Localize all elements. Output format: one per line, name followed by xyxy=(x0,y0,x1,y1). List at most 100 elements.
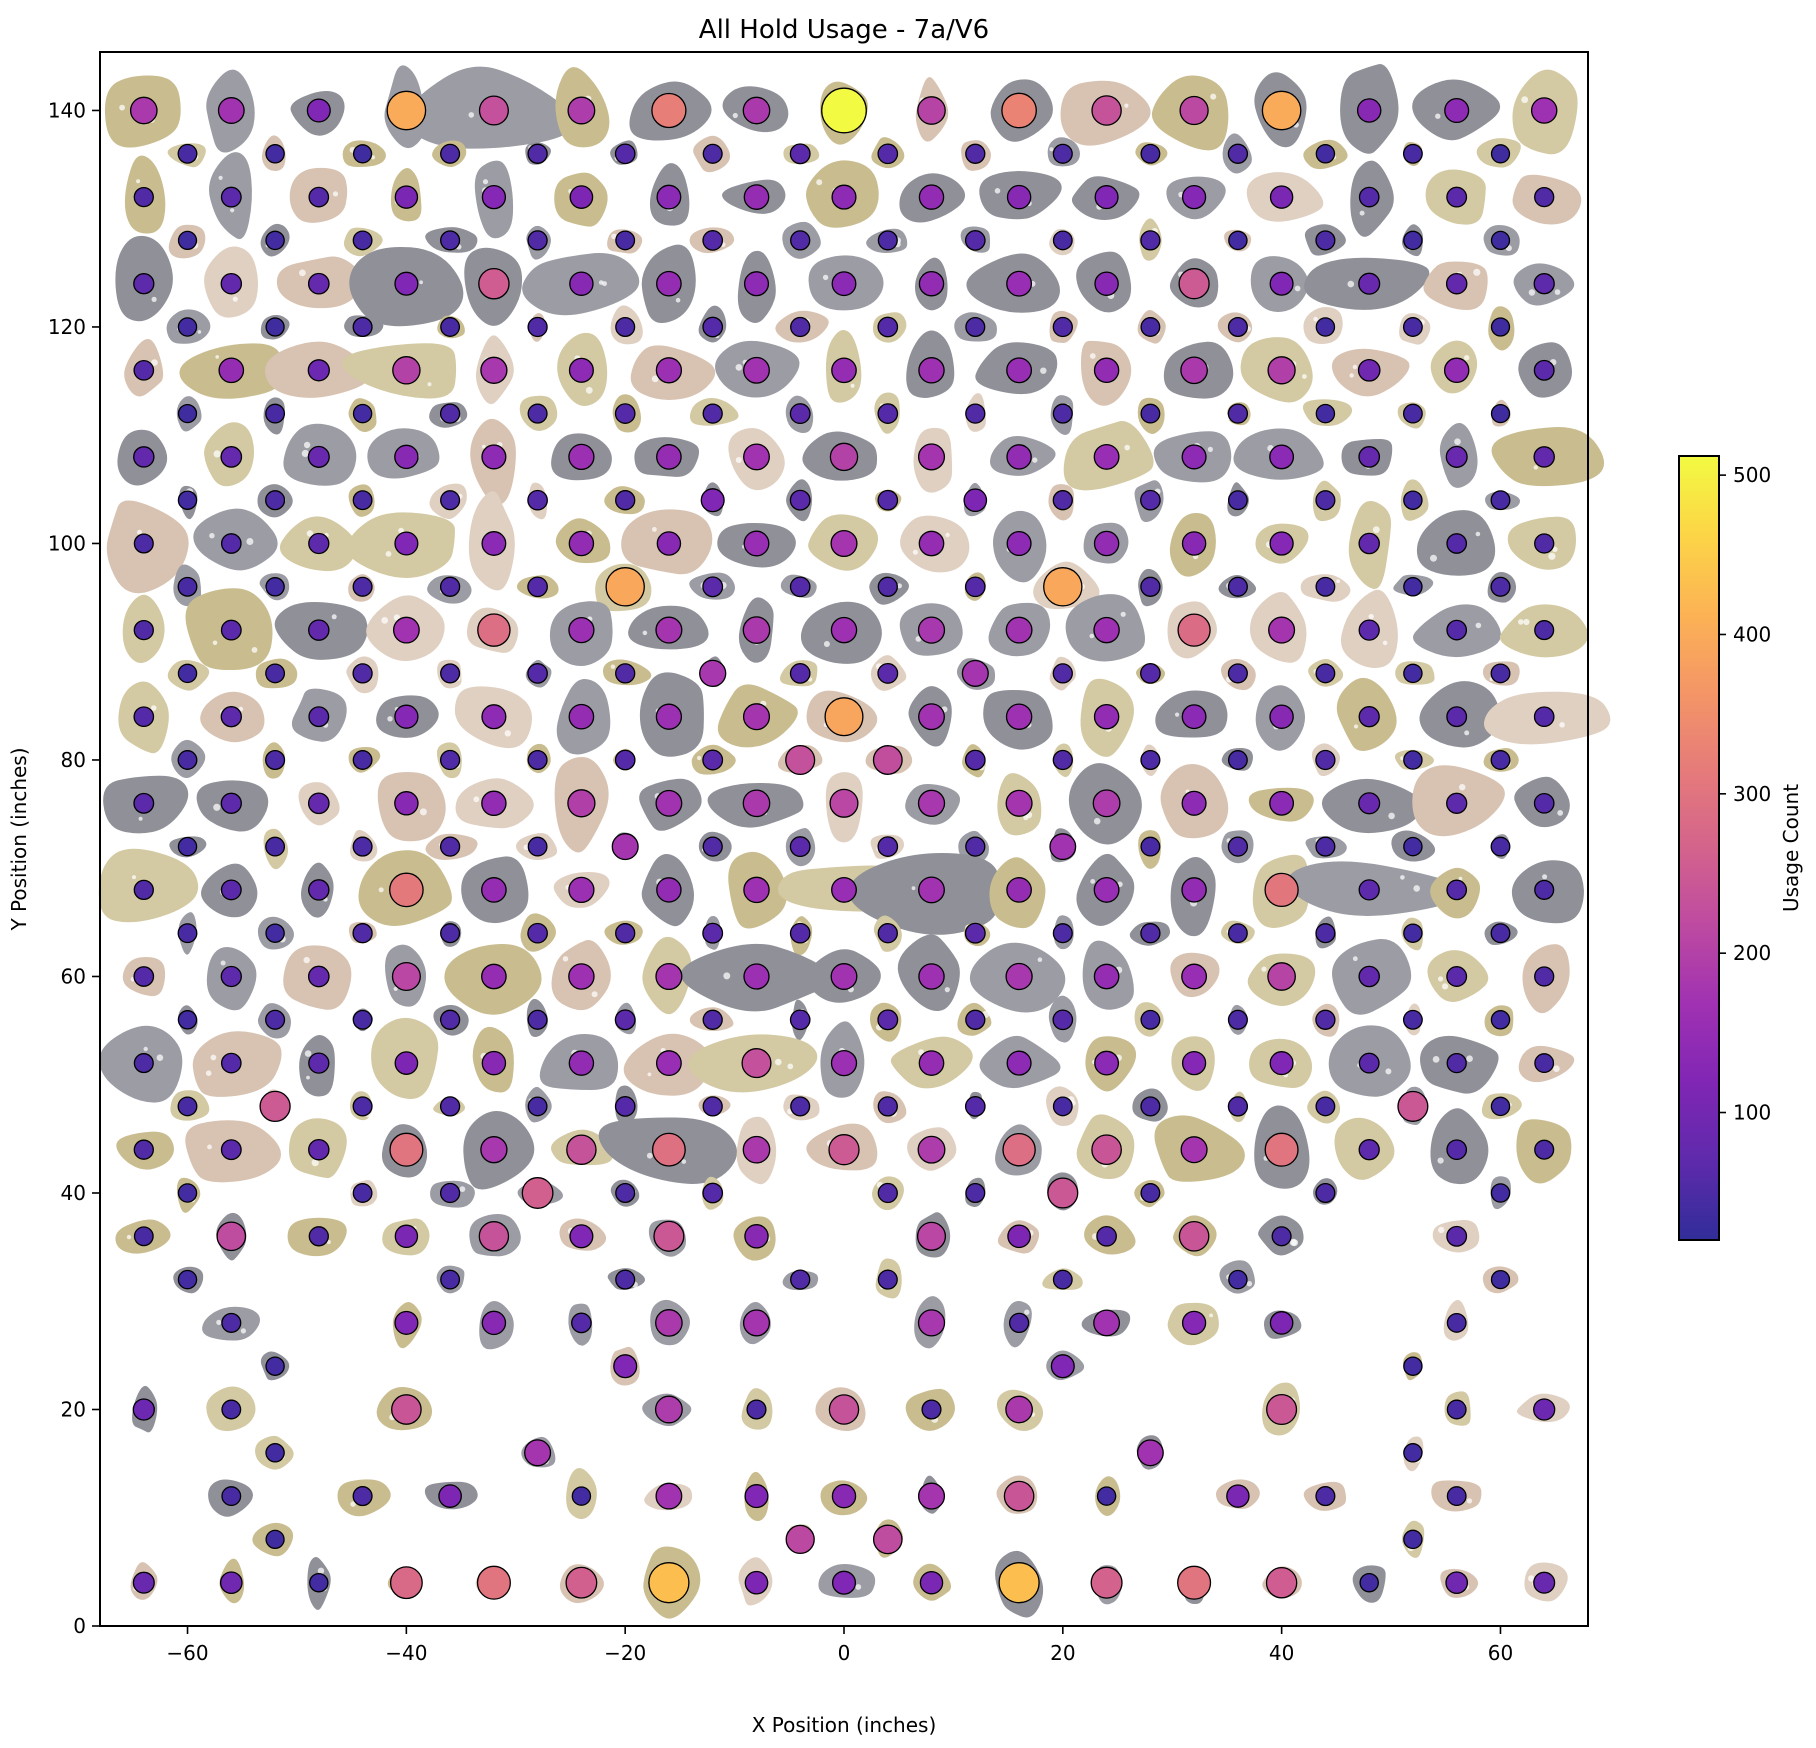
usage-dot xyxy=(220,272,243,295)
hold-bolt-speck xyxy=(1435,113,1441,119)
usage-dot xyxy=(218,357,245,384)
usage-dot xyxy=(1530,97,1558,124)
hold-bolt-speck xyxy=(918,1049,925,1056)
usage-dot xyxy=(1140,403,1161,424)
usage-dot xyxy=(1490,1269,1511,1290)
usage-dot xyxy=(1227,663,1248,684)
usage-dot xyxy=(177,836,198,857)
usage-dot xyxy=(829,442,859,472)
usage-dot xyxy=(918,703,945,731)
usage-dot xyxy=(1402,403,1423,424)
usage-dot xyxy=(918,357,945,384)
usage-dot xyxy=(655,1309,683,1337)
usage-dot xyxy=(742,789,771,818)
hold-bolt-speck xyxy=(1464,355,1470,361)
usage-dot xyxy=(648,1562,690,1604)
hold-bolt-speck xyxy=(1120,611,1126,617)
usage-dot xyxy=(831,271,857,297)
x-tick-label: 60 xyxy=(1488,1641,1513,1665)
usage-dot xyxy=(133,1139,154,1160)
usage-dot xyxy=(352,663,373,684)
colorbar-tick-label: 200 xyxy=(1733,941,1771,965)
usage-dot xyxy=(655,789,683,817)
usage-dot xyxy=(438,1484,462,1508)
usage-dot xyxy=(964,230,986,251)
hold-bolt-speck xyxy=(1049,147,1054,152)
usage-dot xyxy=(1227,1096,1249,1117)
usage-dot xyxy=(918,963,945,990)
hold-bolt-speck xyxy=(1175,712,1180,717)
usage-dot xyxy=(1002,1132,1036,1167)
usage-dot xyxy=(1446,1225,1468,1247)
usage-dot xyxy=(917,1309,946,1337)
x-tick-label: −20 xyxy=(604,1641,646,1665)
hold-bolt-speck xyxy=(419,280,423,285)
usage-dot xyxy=(1005,703,1033,730)
usage-dot xyxy=(1402,317,1423,337)
usage-dot xyxy=(1315,1009,1336,1030)
usage-dot xyxy=(1052,490,1073,511)
usage-dot xyxy=(527,143,548,164)
dots-layer xyxy=(129,87,1558,1604)
hold-bolt-speck xyxy=(1352,364,1358,370)
usage-dot xyxy=(1397,1090,1429,1122)
usage-dot xyxy=(615,663,636,684)
usage-dot xyxy=(1050,1354,1075,1379)
usage-dot xyxy=(831,1483,857,1509)
hold-bolt-speck xyxy=(481,444,486,449)
usage-dot xyxy=(1534,186,1555,208)
usage-dot xyxy=(1269,704,1294,729)
usage-dot xyxy=(308,1052,330,1074)
x-axis-label: X Position (inches) xyxy=(752,1713,937,1737)
hold-bolt-speck xyxy=(303,956,310,964)
usage-dot xyxy=(965,403,986,424)
usage-dot xyxy=(1008,1312,1030,1334)
x-tick-label: 0 xyxy=(838,1641,851,1665)
usage-dot xyxy=(177,923,198,944)
usage-dot xyxy=(527,749,548,771)
usage-dot xyxy=(568,443,595,471)
usage-dot xyxy=(1227,923,1248,944)
usage-dot xyxy=(1446,879,1468,901)
usage-dot xyxy=(1533,792,1555,814)
hold-bolt-speck xyxy=(1313,316,1318,322)
colorbar: 100 200 300 400 500 Usage Count xyxy=(1678,455,1803,1241)
usage-dot xyxy=(352,576,373,597)
usage-dot xyxy=(568,703,595,730)
usage-dot xyxy=(265,1009,286,1030)
usage-dot xyxy=(265,490,286,511)
usage-dot xyxy=(307,445,330,468)
usage-dot xyxy=(1049,833,1077,861)
usage-dot xyxy=(790,1269,811,1290)
usage-dot xyxy=(481,1310,507,1336)
usage-dot xyxy=(177,1183,198,1203)
usage-dot xyxy=(831,1570,857,1595)
usage-dot xyxy=(1315,1096,1336,1117)
y-tick-label: 120 xyxy=(48,315,86,339)
usage-dot xyxy=(1445,1571,1469,1595)
hold-bolt-speck xyxy=(306,1075,310,1080)
usage-dot xyxy=(1227,316,1248,338)
usage-dot xyxy=(877,1009,899,1031)
usage-dot xyxy=(1315,923,1336,944)
usage-dot xyxy=(1271,1226,1292,1247)
hold-bolt-speck xyxy=(945,532,950,538)
usage-dot xyxy=(1006,357,1033,384)
usage-dot xyxy=(741,1048,772,1079)
hold-bolt-speck xyxy=(1553,1065,1560,1072)
hold-bolt-speck xyxy=(1294,285,1301,292)
usage-dot xyxy=(744,1484,769,1509)
hold-bolt-speck xyxy=(1124,103,1129,108)
usage-dot xyxy=(527,489,548,511)
usage-dot xyxy=(1315,576,1336,597)
usage-dot xyxy=(481,1050,507,1076)
usage-dot xyxy=(789,836,811,858)
usage-dot xyxy=(702,749,724,771)
usage-dot xyxy=(521,1177,554,1209)
usage-dot xyxy=(651,92,687,129)
usage-dot xyxy=(1490,836,1511,857)
hold-bolt-speck xyxy=(652,527,657,532)
hold-bolt-speck xyxy=(610,664,616,669)
hold-bolt-speck xyxy=(1458,876,1463,881)
usage-dot xyxy=(1269,444,1295,470)
